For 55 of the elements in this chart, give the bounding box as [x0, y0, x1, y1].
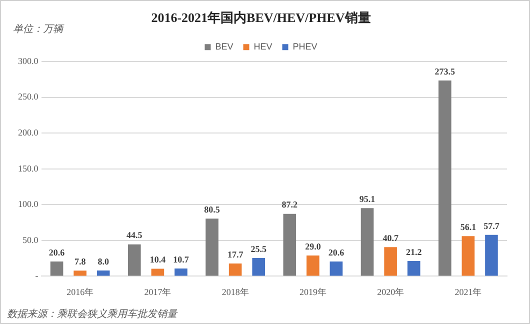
y-tick-label: 250.0	[18, 92, 39, 102]
legend-label: PHEV	[292, 42, 318, 52]
bar	[438, 80, 452, 276]
y-tick-label: 100.0	[18, 199, 39, 210]
data-label: 87.2	[282, 200, 298, 210]
bar	[206, 218, 218, 276]
data-label: 10.7	[173, 254, 190, 264]
y-tick-label: 150.0	[18, 163, 39, 174]
bar	[407, 261, 420, 276]
data-label: 29.0	[305, 241, 322, 252]
legend-label: BEV	[215, 42, 234, 52]
bar	[306, 255, 320, 276]
legend-label: HEV	[254, 42, 272, 52]
bar	[283, 214, 296, 276]
y-tick-label: -	[35, 270, 38, 281]
bar	[330, 261, 343, 276]
data-label: 7.8	[74, 256, 86, 266]
x-tick-label: 2016年	[66, 286, 94, 297]
x-tick-label: 2019年	[299, 286, 326, 297]
data-label: 80.5	[204, 204, 220, 214]
bar	[50, 261, 64, 276]
data-label: 273.5	[434, 66, 456, 76]
data-label: 95.1	[359, 194, 376, 204]
data-label: 17.7	[227, 249, 244, 260]
bar	[252, 258, 266, 276]
data-label: 20.6	[328, 247, 345, 258]
x-tick-label: 2017年	[144, 286, 172, 297]
bar	[151, 268, 164, 276]
bar	[485, 234, 498, 276]
data-label: 40.7	[382, 232, 399, 243]
bar	[74, 270, 86, 276]
x-tick-label: 2020年	[377, 286, 404, 297]
source-note: 数据来源：乘联会狭义乘用车批发销量	[7, 308, 178, 320]
data-label: 21.2	[406, 246, 422, 257]
y-tick-label: 300.0	[18, 56, 39, 66]
y-tick-label: 50.0	[22, 234, 39, 245]
data-label: 8.0	[98, 256, 110, 266]
chart-title: 2016-2021年国内BEV/HEV/PHEV销量	[151, 10, 371, 26]
data-label: 25.5	[250, 244, 267, 254]
x-tick-label: 2018年	[222, 286, 249, 297]
bar	[384, 247, 397, 276]
bar	[228, 264, 242, 276]
data-label: 20.6	[48, 247, 66, 258]
y-axis-title: 单位：万辆	[13, 23, 65, 35]
data-label: 44.5	[126, 230, 143, 240]
bar	[96, 270, 110, 276]
bar	[462, 236, 475, 276]
bar	[174, 268, 188, 276]
data-label: 10.4	[150, 254, 166, 265]
data-label: 57.7	[484, 220, 500, 231]
bar	[360, 208, 374, 276]
bar	[128, 244, 141, 276]
y-tick-label: 200.0	[18, 127, 39, 138]
data-label: 56.1	[460, 222, 477, 232]
x-tick-label: 2021年	[454, 286, 482, 297]
